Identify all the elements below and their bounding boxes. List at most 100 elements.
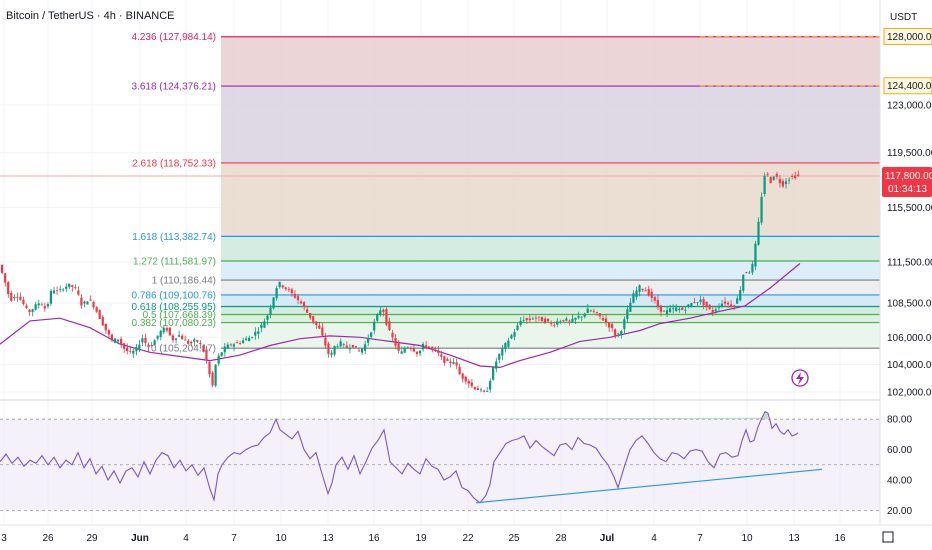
- candle-body: [614, 329, 617, 337]
- candle-body: [153, 340, 156, 345]
- alert-badge[interactable]: [883, 28, 932, 46]
- candle-body: [357, 350, 361, 352]
- candle-body: [684, 309, 687, 311]
- price-axis: USDT 123,000.00 119,500.00 115,500.00 111,50…: [879, 0, 932, 550]
- candle-body: [641, 289, 644, 290]
- candle-body: [248, 337, 251, 342]
- moving-average-line: [0, 263, 801, 369]
- candle-body: [241, 340, 245, 343]
- candle-body: [296, 296, 300, 301]
- candle-body: [376, 314, 379, 321]
- candle-body: [794, 175, 797, 178]
- candle-body: [135, 347, 138, 352]
- candle-body: [705, 301, 708, 307]
- candle-body: [516, 325, 519, 331]
- candle-body: [174, 338, 178, 340]
- candle-body: [766, 174, 769, 176]
- candle-body: [150, 345, 153, 346]
- candle-body: [440, 354, 443, 357]
- candle-body: [43, 305, 46, 309]
- candle-body: [333, 346, 336, 355]
- candle-body: [345, 345, 348, 349]
- candle-body: [757, 221, 760, 245]
- candle-body: [129, 351, 132, 353]
- candle-body: [290, 289, 293, 294]
- candle-body: [717, 306, 720, 308]
- currency-label: USDT: [890, 12, 917, 23]
- candle-body: [726, 302, 730, 305]
- candle-body: [623, 319, 626, 330]
- fib-zone: [221, 314, 880, 323]
- alert-badge[interactable]: [883, 77, 932, 95]
- candle-body: [647, 288, 650, 296]
- price-tick-label: 104,000.00: [887, 360, 932, 371]
- candlesticks: [1, 170, 800, 393]
- candle-body: [784, 181, 788, 185]
- candle-body: [510, 335, 513, 339]
- candle-body: [193, 339, 196, 342]
- settings-icon[interactable]: [882, 531, 894, 543]
- candle-body: [711, 309, 714, 313]
- candle-body: [388, 321, 391, 330]
- candle-body: [485, 390, 489, 392]
- candle-body: [723, 301, 727, 304]
- candle-body: [397, 343, 400, 351]
- candle-body: [40, 304, 43, 306]
- candle-body: [736, 298, 739, 304]
- candle-body: [321, 327, 324, 336]
- candle-body: [278, 281, 281, 287]
- candle-body: [406, 347, 409, 349]
- candle-body: [7, 282, 10, 295]
- time-tick-label: 16: [368, 533, 380, 544]
- candle-body: [568, 320, 571, 322]
- candle-body: [531, 318, 534, 320]
- time-tick-label: 4: [183, 533, 189, 544]
- candle-body: [315, 321, 318, 326]
- candle-body: [754, 243, 757, 267]
- candle-body: [138, 344, 141, 350]
- candle-body: [699, 299, 702, 302]
- candle-body: [22, 299, 25, 305]
- rsi-trendline[interactable]: [475, 468, 823, 504]
- candle-body: [238, 343, 242, 344]
- alert-lines: [700, 35, 884, 87]
- time-tick-label: Jul: [600, 533, 615, 544]
- candle-body: [449, 361, 452, 364]
- candle-body: [348, 347, 351, 350]
- candle-body: [452, 361, 455, 364]
- candle-body: [678, 308, 681, 311]
- time-tick-label: 16: [834, 533, 846, 544]
- candle-body: [537, 316, 540, 318]
- fib-level-label: 1 (110,186.44): [152, 276, 216, 287]
- candle-body: [251, 336, 254, 338]
- candle-body: [327, 343, 330, 354]
- candle-body: [418, 350, 422, 354]
- candle-body: [729, 304, 733, 307]
- candle-body: [52, 290, 56, 294]
- candle-body: [443, 356, 446, 363]
- candle-body: [424, 345, 428, 347]
- candle-body: [235, 342, 239, 344]
- fib-level-label: 4.236 (127,984.14): [131, 32, 216, 43]
- candle-body: [86, 301, 89, 305]
- candle-body: [19, 296, 22, 300]
- candle-body: [257, 331, 260, 334]
- candle-body: [25, 305, 28, 308]
- candle-body: [787, 179, 791, 181]
- fib-level-label: 0.382 (107,080.23): [131, 318, 216, 329]
- candle-body: [748, 272, 751, 274]
- candle-body: [534, 317, 537, 319]
- candle-body: [434, 348, 437, 350]
- candle-body: [13, 296, 16, 299]
- candle-body: [626, 309, 629, 320]
- candle-body: [638, 285, 641, 293]
- flash-icon[interactable]: [791, 369, 809, 387]
- candle-body: [391, 332, 394, 338]
- candle-body: [202, 345, 205, 352]
- candle-body: [98, 310, 101, 319]
- rsi-tick-label: 80.00: [887, 415, 912, 426]
- candle-body: [592, 311, 595, 313]
- candle-body: [772, 176, 775, 180]
- candle-body: [565, 318, 568, 321]
